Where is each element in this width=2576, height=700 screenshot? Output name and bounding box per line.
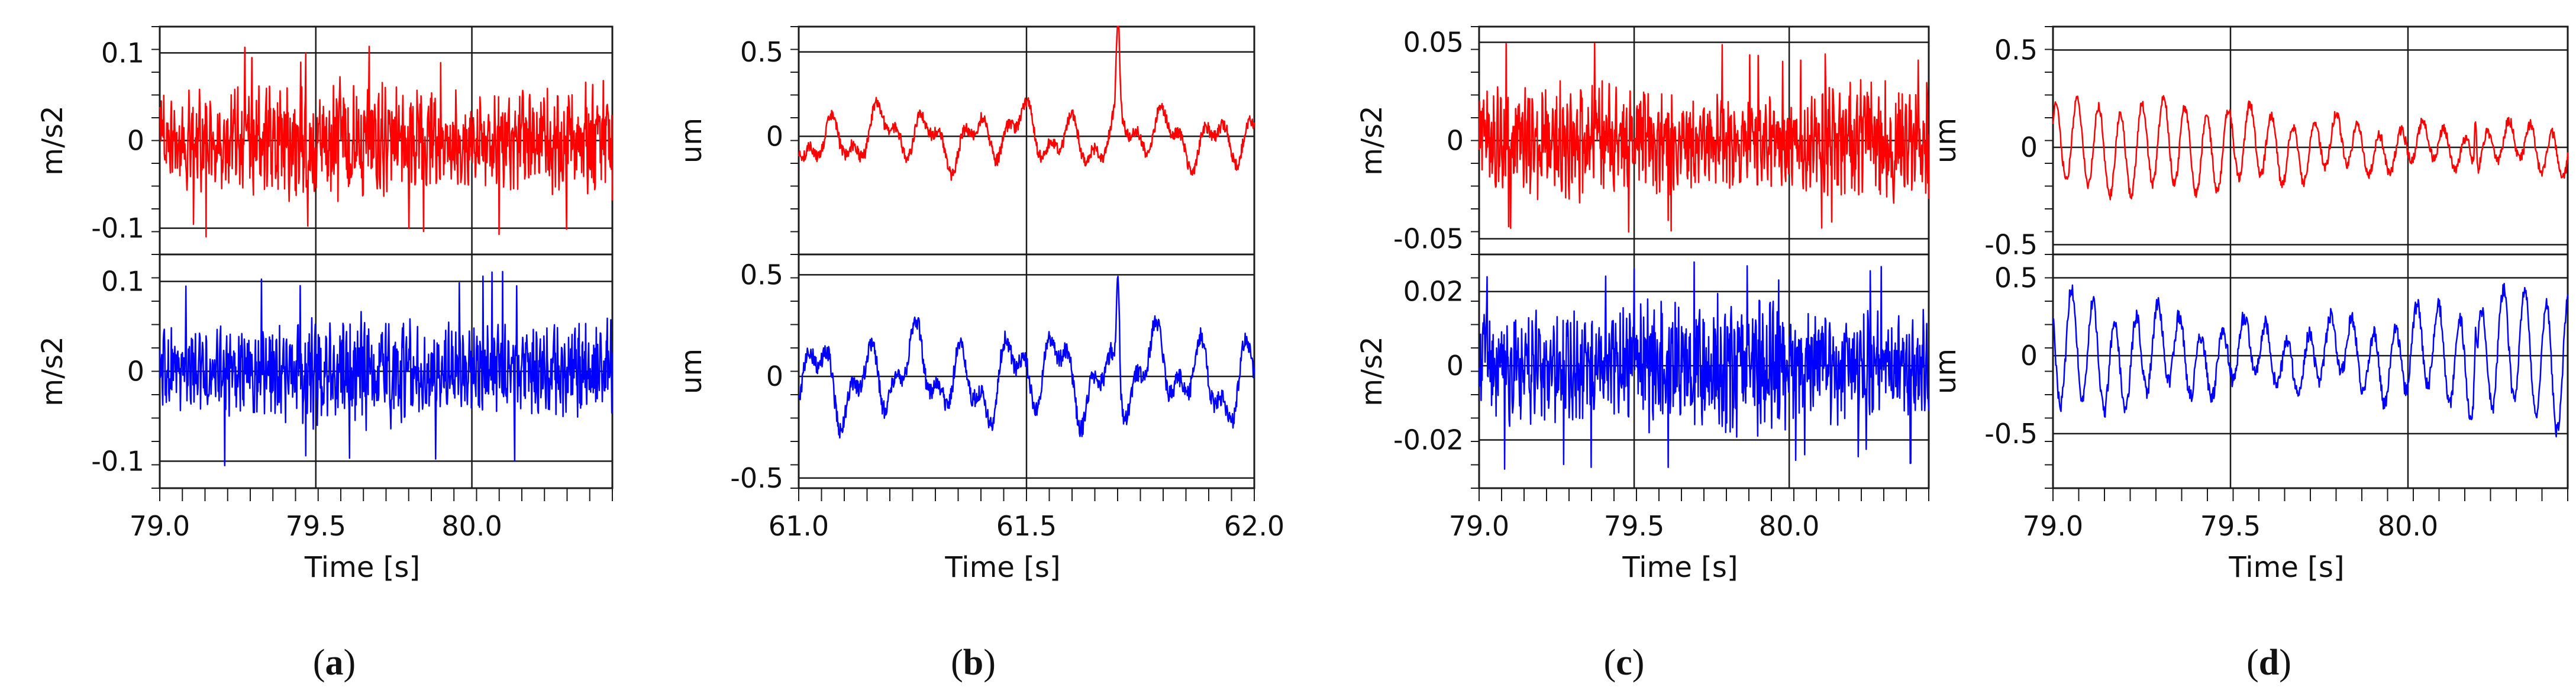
y-axis-title: m/s2 bbox=[36, 105, 69, 175]
series-line-top bbox=[798, 25, 1255, 181]
x-tick-label: 79.0 bbox=[1449, 510, 1509, 542]
x-tick-label: 61.5 bbox=[996, 510, 1057, 542]
y-tick-label: 0.05 bbox=[1403, 27, 1464, 59]
panel-top: -0.05 0 0.05 m/s2 bbox=[1355, 25, 1930, 256]
caption-paren-close: ) bbox=[344, 643, 356, 683]
series-line-top bbox=[1478, 43, 1930, 233]
caption-letter: d bbox=[2259, 643, 2279, 683]
panel-bottom: -0.1 0 0.1 m/s2 bbox=[36, 253, 614, 489]
y-tick-label: -0.02 bbox=[1393, 424, 1464, 456]
chart-d: -0.5 0 0.5 um -0.5 0 0.5 um 79.0 79.5 80.0 Time [s]… bbox=[1929, 25, 2569, 683]
y-axis-title: um bbox=[1929, 349, 1962, 394]
y-tick-label: 0 bbox=[2020, 131, 2038, 163]
caption-paren-open: ( bbox=[313, 643, 325, 683]
x-tick-label: 79.5 bbox=[286, 510, 346, 542]
caption-paren-close: ) bbox=[1632, 643, 1645, 683]
caption-paren-open: ( bbox=[2246, 643, 2259, 683]
caption-d: (d) bbox=[2246, 643, 2291, 683]
x-axis-title: Time [s] bbox=[304, 551, 420, 584]
y-tick-label: -0.5 bbox=[1984, 418, 2038, 450]
y-tick-label: 0.02 bbox=[1403, 276, 1464, 308]
series-line-top bbox=[2052, 95, 2569, 201]
y-tick-label: 0.1 bbox=[101, 37, 144, 69]
caption-letter: a bbox=[325, 643, 344, 683]
y-axis-title: m/s2 bbox=[36, 336, 69, 406]
chart-b: 0 0.5 um -0.5 0 0.5 um 61.0 61.5 62.0 Time [s] (b) bbox=[675, 25, 1284, 683]
y-tick-label: 0.1 bbox=[101, 266, 144, 298]
caption-paren-close: ) bbox=[2279, 643, 2291, 683]
y-axis-title: m/s2 bbox=[1355, 105, 1389, 175]
x-axis-title: Time [s] bbox=[944, 551, 1060, 584]
y-tick-label: -0.5 bbox=[1984, 229, 2038, 261]
x-tick-label: 80.0 bbox=[2378, 510, 2438, 542]
y-tick-label: 0 bbox=[1447, 125, 1464, 157]
x-tick-label: 61.0 bbox=[769, 510, 829, 542]
panel-top: -0.1 0 0.1 m/s2 bbox=[36, 25, 614, 256]
caption-paren-open: ( bbox=[951, 643, 963, 683]
y-tick-label: 0.5 bbox=[740, 36, 783, 68]
series-line-bottom bbox=[159, 270, 614, 467]
y-tick-label: 0 bbox=[766, 360, 783, 392]
y-tick-label: 0 bbox=[1447, 350, 1464, 382]
y-tick-label: 0 bbox=[766, 120, 783, 152]
y-axis-title: um bbox=[675, 118, 708, 163]
x-tick-label: 80.0 bbox=[1759, 510, 1819, 542]
x-axis-title: Time [s] bbox=[2228, 551, 2344, 584]
x-tick-label: 79.0 bbox=[2023, 510, 2083, 542]
x-tick-label: 80.0 bbox=[441, 510, 502, 542]
panel-bottom: -0.5 0 0.5 um bbox=[1929, 253, 2569, 489]
caption-b: (b) bbox=[951, 643, 996, 683]
y-tick-label: 0.5 bbox=[740, 259, 783, 291]
series-line-bottom bbox=[798, 275, 1255, 439]
y-tick-label: -0.1 bbox=[91, 445, 144, 477]
y-tick-label: 0 bbox=[2020, 340, 2038, 372]
caption-letter: c bbox=[1616, 643, 1632, 683]
y-tick-label: 0.5 bbox=[1994, 34, 2038, 66]
y-tick-label: -0.1 bbox=[91, 212, 144, 244]
series-line-top bbox=[159, 46, 614, 238]
y-axis-title: um bbox=[675, 349, 708, 394]
y-tick-label: -0.5 bbox=[730, 462, 783, 494]
x-axis-title: Time [s] bbox=[1622, 551, 1738, 584]
x-tick-label: 62.0 bbox=[1224, 510, 1284, 542]
caption-paren-close: ) bbox=[983, 643, 996, 683]
y-axis-title: m/s2 bbox=[1355, 336, 1389, 406]
panel-bottom: -0.5 0 0.5 um bbox=[675, 253, 1255, 494]
series-line-bottom bbox=[2052, 283, 2569, 438]
y-tick-label: -0.05 bbox=[1393, 222, 1464, 254]
series-line-bottom bbox=[1478, 261, 1930, 470]
x-tick-label: 79.5 bbox=[2200, 510, 2261, 542]
panel-top: 0 0.5 um bbox=[675, 25, 1255, 256]
y-axis-title: um bbox=[1929, 118, 1962, 163]
panel-bottom: -0.02 0 0.02 m/s2 bbox=[1355, 253, 1930, 489]
y-tick-label: 0 bbox=[127, 125, 144, 157]
caption-paren-open: ( bbox=[1604, 643, 1616, 683]
caption-a: (a) bbox=[313, 643, 356, 683]
panel-top: -0.5 0 0.5 um bbox=[1929, 25, 2569, 261]
caption-letter: b bbox=[963, 643, 983, 683]
caption-c: (c) bbox=[1604, 643, 1645, 683]
y-tick-label: 0.5 bbox=[1994, 262, 2038, 294]
chart-a: -0.1 0 0.1 m/s2 -0.1 0 0.1 m/s2 79.0 79.5 80.0 Time… bbox=[36, 25, 614, 683]
x-tick-label: 79.0 bbox=[130, 510, 190, 542]
x-tick-label: 79.5 bbox=[1604, 510, 1664, 542]
y-tick-label: 0 bbox=[127, 356, 144, 388]
